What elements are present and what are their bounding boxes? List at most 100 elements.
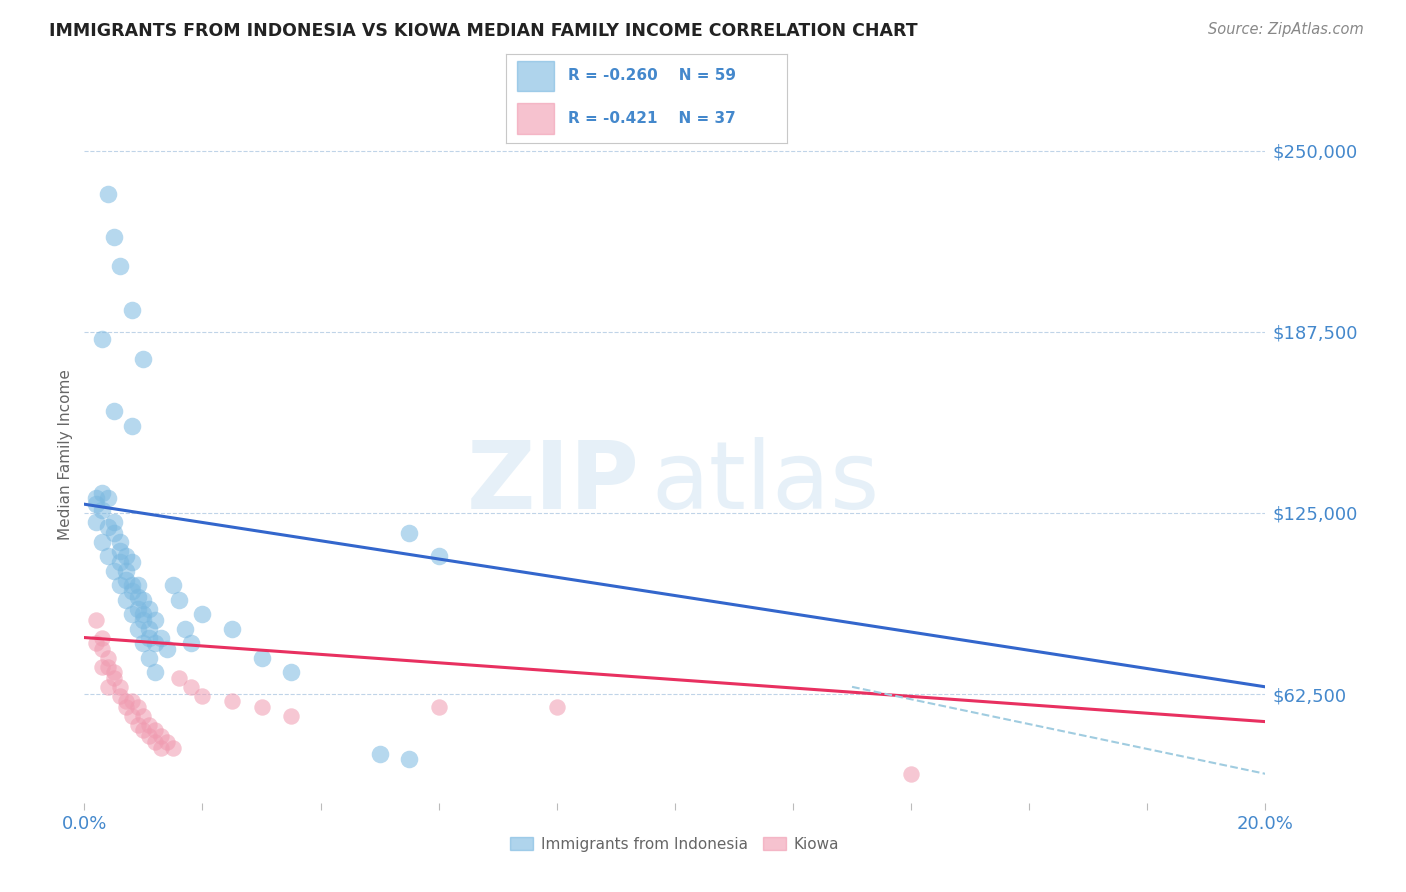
Point bbox=[84, 497, 107, 511]
Point bbox=[108, 543, 131, 558]
Point bbox=[108, 260, 131, 274]
Point bbox=[97, 659, 120, 673]
Point bbox=[132, 592, 155, 607]
Point bbox=[546, 700, 568, 714]
Text: Source: ZipAtlas.com: Source: ZipAtlas.com bbox=[1208, 22, 1364, 37]
Point bbox=[91, 659, 114, 673]
Point bbox=[398, 526, 420, 541]
Text: IMMIGRANTS FROM INDONESIA VS KIOWA MEDIAN FAMILY INCOME CORRELATION CHART: IMMIGRANTS FROM INDONESIA VS KIOWA MEDIA… bbox=[49, 22, 918, 40]
Point bbox=[427, 700, 450, 714]
Point bbox=[121, 607, 143, 622]
Point bbox=[84, 636, 107, 650]
Point bbox=[91, 332, 114, 346]
Point bbox=[250, 700, 273, 714]
Point bbox=[132, 708, 155, 723]
Point bbox=[900, 767, 922, 781]
Point bbox=[127, 590, 149, 604]
Point bbox=[108, 534, 131, 549]
Point bbox=[121, 578, 143, 592]
Point bbox=[84, 515, 107, 529]
Point bbox=[138, 631, 160, 645]
Point bbox=[97, 651, 120, 665]
Point bbox=[191, 689, 214, 703]
Bar bbox=[517, 61, 554, 91]
Point bbox=[121, 708, 143, 723]
Point bbox=[180, 680, 202, 694]
Point bbox=[114, 549, 136, 564]
Point bbox=[121, 584, 143, 599]
Text: R = -0.260    N = 59: R = -0.260 N = 59 bbox=[568, 69, 735, 83]
Point bbox=[91, 631, 114, 645]
Y-axis label: Median Family Income: Median Family Income bbox=[58, 369, 73, 541]
Point bbox=[180, 636, 202, 650]
Point bbox=[167, 592, 190, 607]
Point bbox=[84, 613, 107, 627]
Point bbox=[138, 729, 160, 743]
Point bbox=[103, 665, 125, 680]
Point bbox=[167, 671, 190, 685]
Point bbox=[108, 555, 131, 569]
Point bbox=[143, 723, 166, 738]
Text: ZIP: ZIP bbox=[467, 437, 640, 529]
Point bbox=[132, 636, 155, 650]
Point bbox=[368, 747, 391, 761]
Point bbox=[114, 573, 136, 587]
Point bbox=[143, 735, 166, 749]
Point bbox=[250, 651, 273, 665]
Point bbox=[108, 578, 131, 592]
Point bbox=[97, 491, 120, 506]
Point bbox=[114, 694, 136, 708]
Legend: Immigrants from Indonesia, Kiowa: Immigrants from Indonesia, Kiowa bbox=[505, 830, 845, 858]
Point bbox=[156, 642, 179, 657]
Point bbox=[150, 740, 173, 755]
Point bbox=[127, 601, 149, 615]
Point bbox=[138, 622, 160, 636]
Point bbox=[114, 700, 136, 714]
Point bbox=[103, 230, 125, 244]
Point bbox=[103, 564, 125, 578]
Point bbox=[91, 485, 114, 500]
Point bbox=[103, 404, 125, 418]
Point bbox=[132, 352, 155, 367]
Point bbox=[97, 520, 120, 534]
Point bbox=[143, 665, 166, 680]
Point bbox=[91, 642, 114, 657]
Point bbox=[221, 694, 243, 708]
Point bbox=[162, 740, 184, 755]
Point bbox=[427, 549, 450, 564]
Point bbox=[103, 671, 125, 685]
Point bbox=[114, 592, 136, 607]
Point bbox=[162, 578, 184, 592]
Point bbox=[150, 729, 173, 743]
Point bbox=[97, 680, 120, 694]
Point bbox=[84, 491, 107, 506]
Text: R = -0.421    N = 37: R = -0.421 N = 37 bbox=[568, 112, 735, 126]
Point bbox=[173, 622, 195, 636]
Point bbox=[121, 303, 143, 318]
Point bbox=[91, 534, 114, 549]
Point bbox=[138, 601, 160, 615]
Point bbox=[398, 752, 420, 766]
Point bbox=[156, 735, 179, 749]
Point bbox=[103, 515, 125, 529]
Text: atlas: atlas bbox=[651, 437, 880, 529]
Point bbox=[91, 503, 114, 517]
Point bbox=[103, 526, 125, 541]
Point bbox=[121, 694, 143, 708]
Point bbox=[132, 723, 155, 738]
Point bbox=[132, 607, 155, 622]
Point bbox=[114, 564, 136, 578]
Point bbox=[97, 549, 120, 564]
Point bbox=[121, 555, 143, 569]
Point bbox=[143, 636, 166, 650]
Point bbox=[150, 631, 173, 645]
Point bbox=[191, 607, 214, 622]
Point bbox=[138, 651, 160, 665]
Point bbox=[121, 418, 143, 433]
Point bbox=[127, 622, 149, 636]
Point bbox=[132, 613, 155, 627]
Point bbox=[280, 665, 302, 680]
Point bbox=[127, 700, 149, 714]
Point bbox=[97, 187, 120, 202]
Point bbox=[127, 578, 149, 592]
